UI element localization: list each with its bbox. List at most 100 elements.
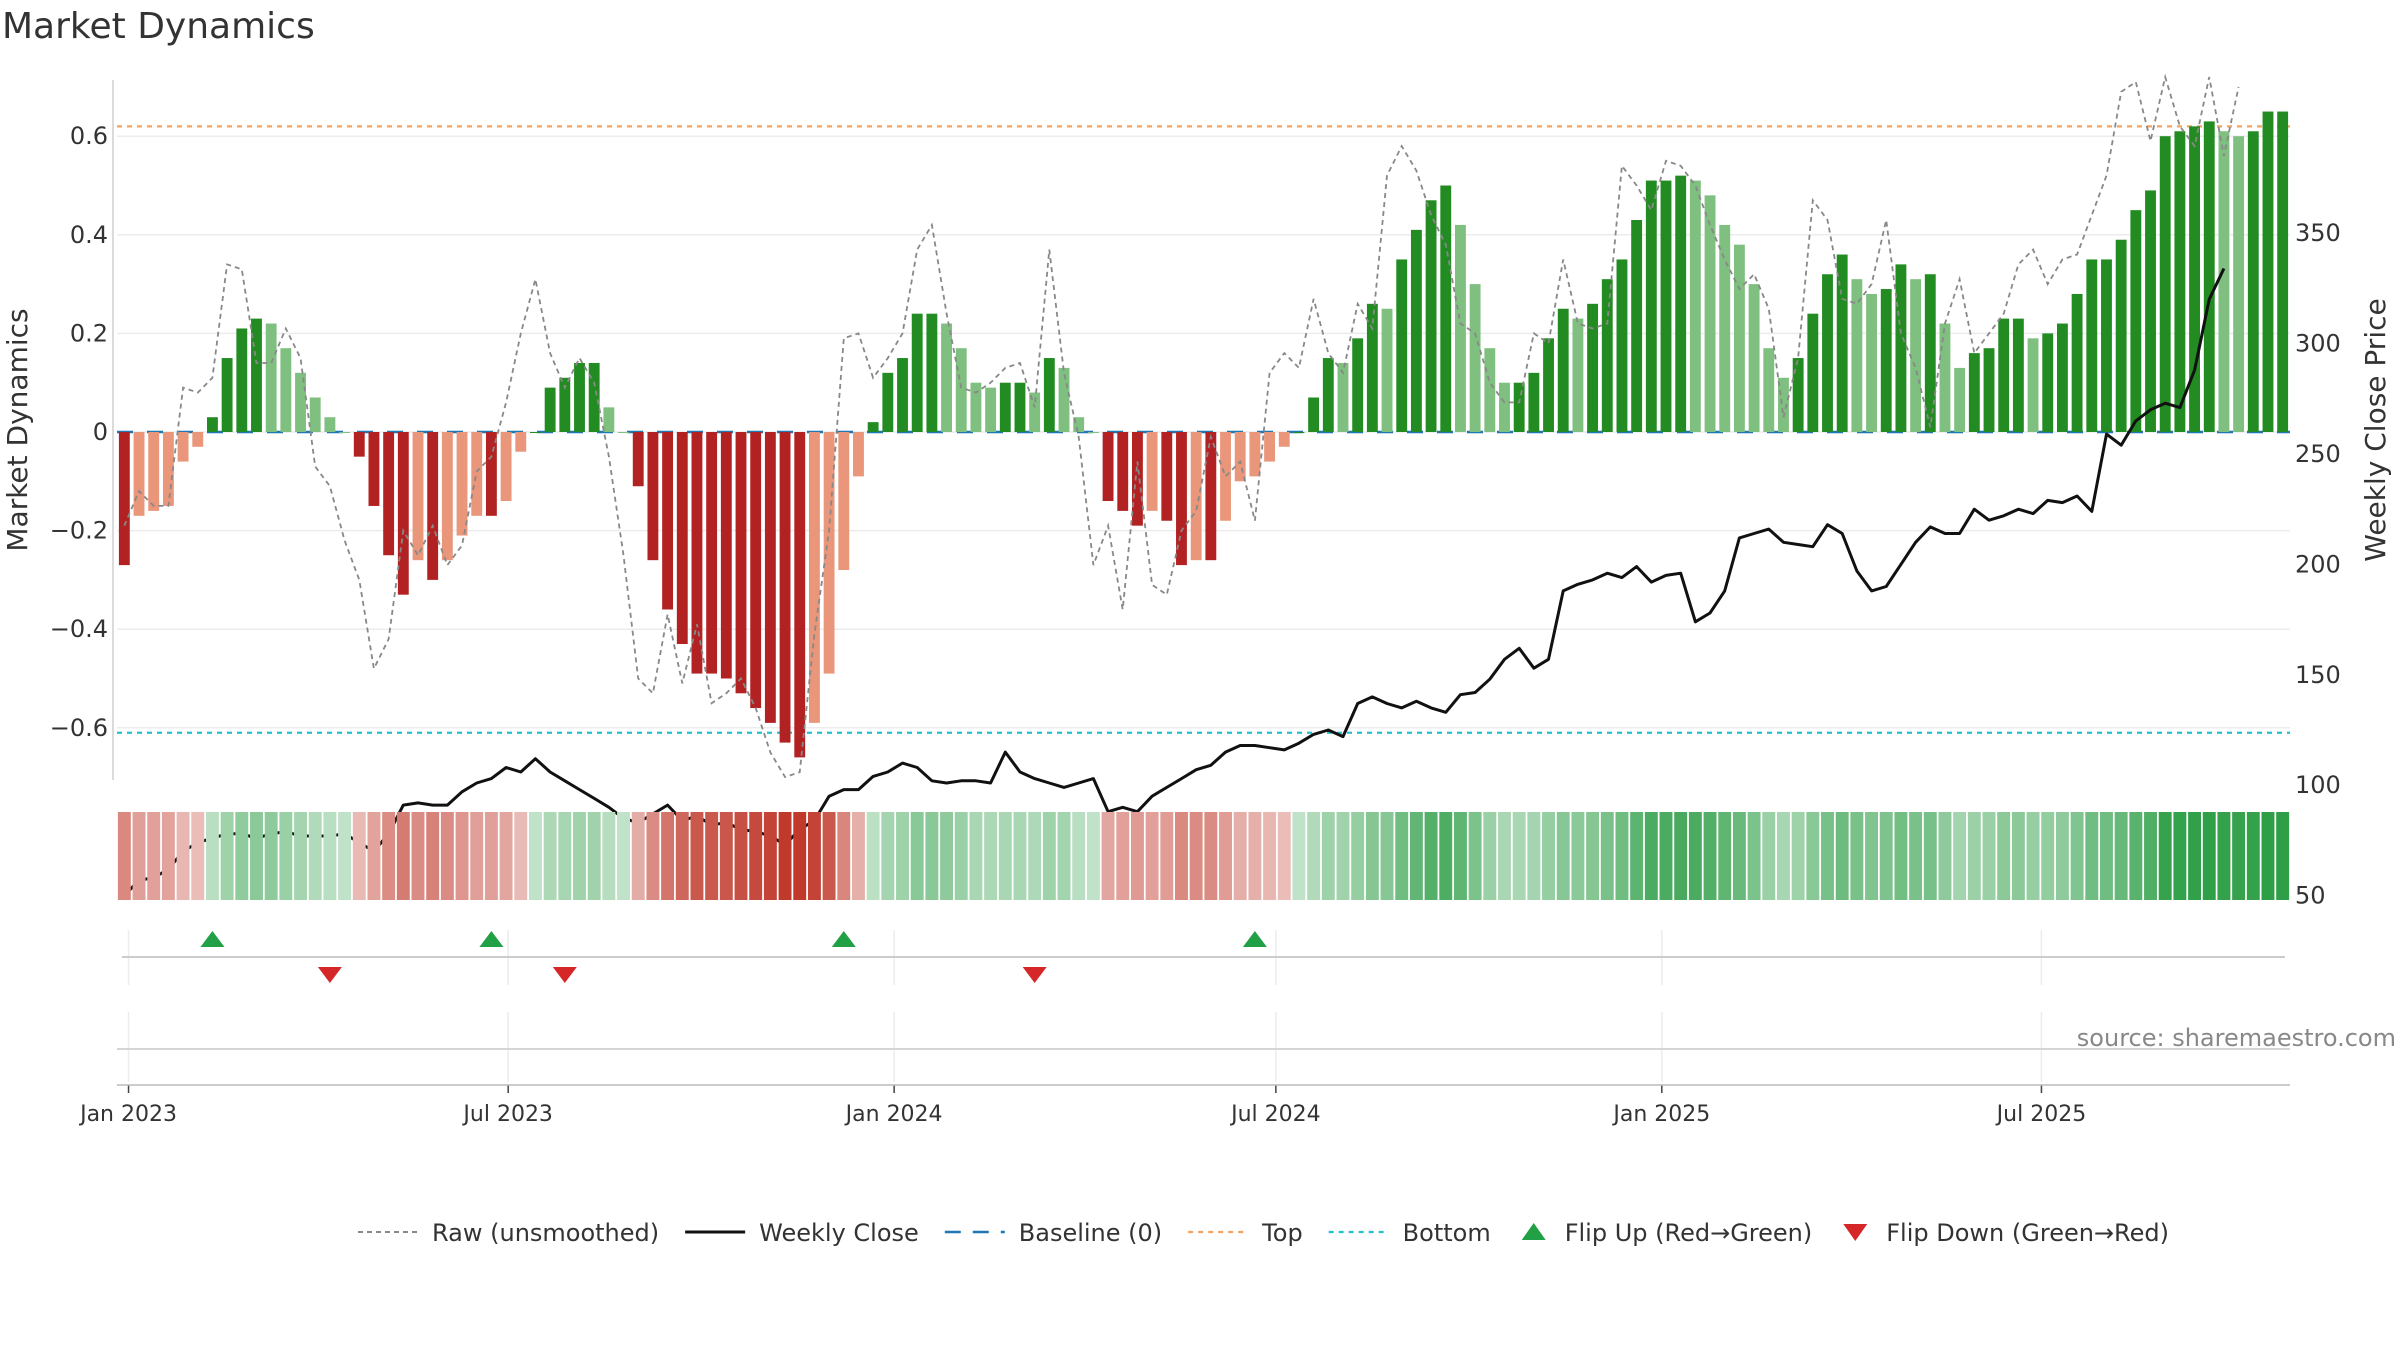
heat-strip-cell <box>1072 812 1086 900</box>
dynamics-bar <box>1733 244 1745 432</box>
dynamics-bar <box>926 313 938 432</box>
dynamics-bar <box>1499 382 1510 432</box>
heat-strip-cell <box>925 812 939 900</box>
dynamics-bar <box>1366 303 1378 432</box>
heat-strip-cell <box>1703 812 1717 900</box>
dynamics-bar <box>838 432 850 571</box>
heat-strip-cell <box>1101 812 1115 900</box>
heat-strip-cell <box>1527 812 1541 900</box>
heat-strip-cell <box>1189 812 1203 900</box>
heat-strip-cell <box>1028 812 1042 900</box>
dynamics-bar <box>1675 175 1687 432</box>
heat-strip-cell <box>543 812 557 900</box>
dynamics-bar <box>735 432 747 694</box>
heat-strip-cell <box>969 812 983 900</box>
dynamics-bar <box>515 432 527 452</box>
y-tick-left: −0.4 <box>50 615 108 643</box>
dynamics-bar <box>618 432 629 433</box>
heat-strip-cell <box>147 812 161 900</box>
heat-strip-cell <box>352 812 366 900</box>
dynamics-bar <box>1719 224 1731 432</box>
dynamics-bar <box>1822 274 1833 432</box>
dynamics-bar <box>236 328 248 432</box>
dynamics-bar <box>1278 432 1290 447</box>
y-axis-left-label: Market Dynamics <box>1 308 34 551</box>
dynamics-bar <box>999 382 1011 432</box>
dynamics-bar <box>1998 318 2010 432</box>
y-tick-right: 300 <box>2295 330 2341 358</box>
heat-strip-cell <box>866 812 880 900</box>
dynamics-bar <box>1337 362 1349 432</box>
heat-strip-cell <box>2276 812 2290 900</box>
heat-strip-cell <box>1806 812 1820 900</box>
dynamics-bar <box>383 432 395 556</box>
dynamics-bar <box>2071 293 2083 432</box>
dynamics-bar <box>779 432 791 743</box>
heat-strip-cell <box>191 812 205 900</box>
heat-strip-cell <box>2217 812 2231 900</box>
x-tick-label: Jan 2025 <box>1611 1102 1710 1127</box>
dynamics-bar <box>2277 111 2289 433</box>
heat-strip-cell <box>1938 812 1952 900</box>
dynamics-bar <box>647 432 659 561</box>
dynamics-bar <box>911 313 923 432</box>
heat-strip-cell <box>235 812 249 900</box>
dynamics-bar <box>368 432 380 506</box>
dynamics-bar <box>2027 338 2039 432</box>
dynamics-bar <box>162 432 174 506</box>
heat-strip-cell <box>1013 812 1027 900</box>
dynamics-bar <box>2247 131 2259 432</box>
heat-strip-cell <box>1688 812 1702 900</box>
heat-strip-cell <box>807 812 821 900</box>
dynamics-bar <box>1631 220 1643 432</box>
dynamics-bar <box>720 432 732 679</box>
heat-strip-cell <box>1762 812 1776 900</box>
heat-strip-cell <box>2055 812 2069 900</box>
heat-strip-cell <box>587 812 601 900</box>
heat-strip-cell <box>308 812 322 900</box>
dynamics-bar <box>1440 185 1452 432</box>
y-tick-right: 250 <box>2295 440 2341 468</box>
heat-strip-cell <box>2144 812 2157 900</box>
heat-strip-cell <box>1718 812 1732 900</box>
y-axis-right-label: Weekly Close Price <box>2359 298 2392 561</box>
dynamics-bar <box>603 407 615 432</box>
heat-strip-cell <box>205 812 219 900</box>
heat-strip-cell <box>1835 812 1849 900</box>
dynamics-bar <box>1029 392 1041 432</box>
heat-strip-cell <box>1292 812 1306 900</box>
dynamics-bar <box>1014 382 1026 432</box>
flip-down-marker <box>1022 967 1047 983</box>
legend-item: Raw (unsmoothed) <box>358 1219 659 1247</box>
dynamics-bar <box>1484 348 1496 432</box>
lower-panel <box>117 1012 2290 1082</box>
legend: Raw (unsmoothed) Weekly Close Baseline (0)… <box>358 1219 2169 1247</box>
x-tick-label: Jan 2023 <box>78 1102 177 1127</box>
heat-strip-cell <box>1453 812 1467 900</box>
heat-strip-cell <box>1204 812 1218 900</box>
heat-strip-cell <box>264 812 278 900</box>
dynamics-bar <box>485 432 497 516</box>
dynamics-bar <box>441 432 453 561</box>
dynamics-bar <box>1396 259 1408 432</box>
dynamics-bar <box>1939 323 1951 432</box>
dynamics-bar <box>1689 180 1701 432</box>
heat-strip-cell <box>984 812 998 900</box>
heat-strip-cell <box>1571 812 1585 900</box>
heat-strip-cell <box>1747 812 1761 900</box>
dynamics-bar <box>2056 323 2068 432</box>
heat-strip-cell <box>778 812 792 900</box>
dynamics-bar <box>1264 432 1276 462</box>
y-tick-right: 200 <box>2295 550 2341 578</box>
flip-up-marker <box>831 931 856 947</box>
heat-strip-cell <box>2026 812 2040 900</box>
legend-item: Weekly Close <box>685 1219 919 1247</box>
dynamics-bar <box>265 323 277 432</box>
dynamics-bar <box>1381 308 1393 432</box>
heat-strip-cell <box>1263 812 1277 900</box>
heat-strip-cell <box>1483 812 1497 900</box>
dynamics-bar <box>412 432 424 561</box>
dynamics-bar <box>2159 136 2171 432</box>
flip-markers-panel <box>122 930 2285 985</box>
heat-strip-cell <box>1967 812 1981 900</box>
